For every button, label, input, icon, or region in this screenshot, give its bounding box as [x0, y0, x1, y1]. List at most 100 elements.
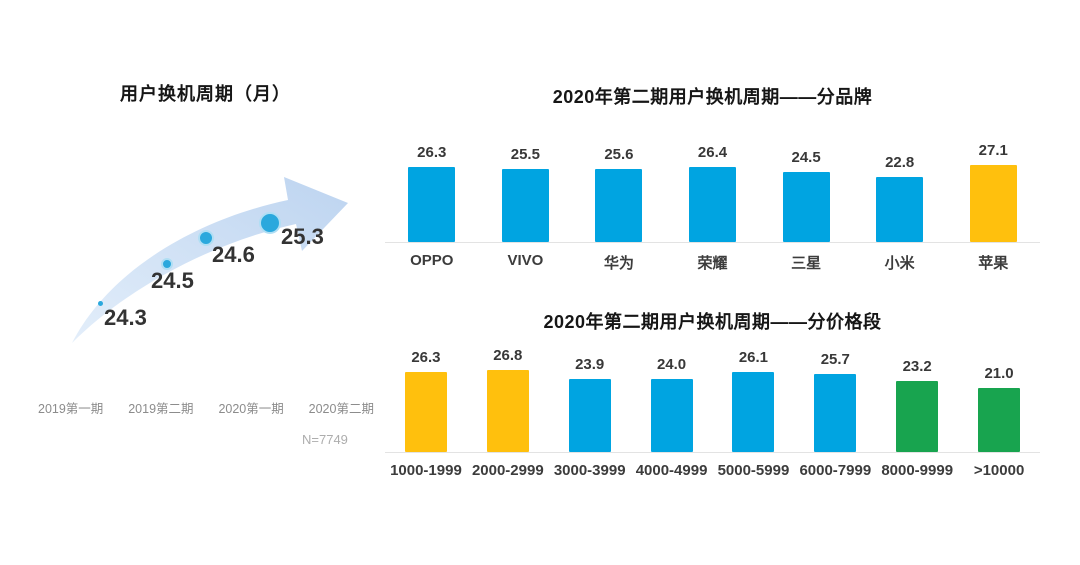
bar	[404, 372, 447, 452]
data-point-bubble	[259, 212, 281, 234]
trend-chart: 用户换机周期（月） 24.3 24.5 24.6 25.3 2019第一期 2019第…	[30, 80, 380, 480]
price-chart-title: 2020年第二期用户换机周期——分价格段	[543, 312, 882, 332]
trend-visualization: 24.3 24.5 24.6 25.3	[60, 165, 360, 355]
bar	[689, 167, 737, 242]
bar	[782, 172, 830, 242]
bar	[595, 169, 643, 242]
bar	[568, 379, 611, 452]
bar-column: 23.2 8000-9999	[876, 345, 958, 479]
bar-value-label: 21.0	[984, 365, 1014, 382]
price-chart-plot: 26.3 1000-1999 26.8 2000-2999 23.9 3000-3999 2…	[385, 345, 1040, 479]
trend-axis-label: 2019第一期	[38, 402, 104, 416]
bar	[732, 372, 775, 452]
bar-category-label: 5000-5999	[717, 462, 790, 479]
bar-stack: 24.5	[782, 130, 830, 242]
bar-value-label: 26.8	[493, 347, 523, 364]
bars-row: 26.3 1000-1999 26.8 2000-2999 23.9 3000-3999 2…	[385, 345, 1040, 479]
sample-size-label: N=7749	[302, 432, 348, 447]
trend-chart-title: 用户换机周期（月）	[120, 84, 291, 104]
bar-category-label: 2000-2999	[471, 462, 544, 479]
bar-category-label: 6000-7999	[799, 462, 872, 479]
bar-category-label: 荣耀	[697, 255, 728, 272]
bar-category-label: 华为	[603, 255, 634, 272]
data-point-value: 24.3	[104, 305, 147, 330]
data-point-value: 24.6	[212, 242, 255, 267]
bar	[501, 169, 549, 242]
bar-stack: 25.7	[814, 345, 857, 452]
bar-column: 21.0 >10000	[958, 345, 1040, 479]
bar-stack: 26.3	[408, 130, 456, 242]
data-point-bubble	[198, 230, 214, 246]
bar-stack: 26.1	[732, 345, 775, 452]
bar-stack: 24.0	[650, 345, 693, 452]
bar-category-label: VIVO	[507, 252, 544, 269]
bar-column: 26.3 1000-1999	[385, 345, 467, 479]
bar-value-label: 25.7	[820, 351, 850, 368]
trend-axis-label: 2020第二期	[308, 402, 374, 416]
data-point-bubble	[97, 300, 103, 306]
bar-category-label: 3000-3999	[553, 462, 626, 479]
trend-axis-label: 2019第二期	[128, 402, 194, 416]
bar-value-label: 24.0	[656, 356, 687, 373]
bar-stack: 25.6	[595, 130, 643, 242]
bar-value-label: 26.3	[411, 349, 441, 366]
bar-column: 26.3 OPPO	[385, 130, 479, 273]
axis-baseline	[385, 452, 1040, 453]
bar-category-label: 小米	[884, 255, 915, 272]
bar-stack: 26.8	[486, 345, 529, 452]
axis-baseline	[385, 242, 1040, 243]
bars-row: 26.3 OPPO 25.5 VIVO 25.6 华为 26.4 荣耀 24.5 三星 22.8 小米…	[385, 130, 1040, 273]
trend-x-axis: 2019第一期 2019第二期 2020第一期 2020第二期	[38, 398, 374, 417]
bar-category-label: 4000-4999	[635, 462, 708, 479]
data-point-bubble	[161, 258, 173, 270]
bar-stack: 23.9	[568, 345, 611, 452]
bar-column: 24.0 4000-4999	[631, 345, 713, 479]
bar-column: 27.1 苹果	[946, 130, 1040, 273]
bar-category-label: 8000-9999	[881, 462, 954, 479]
bar-column: 25.7 6000-7999	[794, 345, 876, 479]
bar-stack: 26.3	[404, 345, 447, 452]
bar-category-label: 三星	[791, 255, 822, 272]
bar-value-label: 27.1	[978, 142, 1008, 159]
bar-column: 22.8 小米	[853, 130, 947, 273]
bar-column: 26.4 荣耀	[666, 130, 760, 273]
bar-column: 26.1 5000-5999	[713, 345, 795, 479]
bar-value-label: 22.8	[885, 154, 915, 171]
bar-value-label: 26.3	[417, 144, 447, 161]
bar-category-label: OPPO	[410, 252, 454, 269]
bar	[486, 370, 529, 452]
bar-column: 23.9 3000-3999	[549, 345, 631, 479]
bar-value-label: 25.6	[604, 146, 634, 163]
bar-stack: 27.1	[969, 130, 1017, 242]
bar	[408, 167, 456, 242]
bar	[650, 379, 693, 452]
bar-value-label: 26.4	[697, 144, 728, 161]
bar-stack: 21.0	[978, 345, 1021, 452]
bar-column: 25.5 VIVO	[479, 130, 573, 273]
brand-chart-plot: 26.3 OPPO 25.5 VIVO 25.6 华为 26.4 荣耀 24.5 三星 22.8 小米…	[385, 130, 1040, 273]
bar	[876, 177, 924, 242]
bar-value-label: 23.2	[902, 358, 932, 375]
brand-chart-title: 2020年第二期用户换机周期——分品牌	[552, 87, 873, 107]
bar-stack: 22.8	[876, 130, 924, 242]
price-bar-chart: 2020年第二期用户换机周期——分价格段 26.3 1000-1999 26.8 20…	[385, 308, 1040, 479]
bar-value-label: 25.5	[510, 146, 540, 163]
bar-category-label: 苹果	[978, 255, 1009, 272]
brand-bar-chart: 2020年第二期用户换机周期——分品牌 26.3 OPPO 25.5 VIVO 25.6…	[385, 83, 1040, 272]
bar-category-label: >10000	[973, 462, 1025, 479]
bar	[814, 374, 857, 452]
trend-axis-label: 2020第一期	[218, 402, 284, 416]
data-point-value: 24.5	[151, 268, 194, 293]
bar-column: 26.8 2000-2999	[467, 345, 549, 479]
bar-value-label: 26.1	[738, 349, 769, 366]
bar-value-label: 24.5	[791, 149, 821, 166]
bar-column: 25.6 华为	[572, 130, 666, 273]
bar-stack: 26.4	[689, 130, 737, 242]
bar-stack: 23.2	[896, 345, 939, 452]
data-point-value: 25.3	[281, 224, 324, 249]
bar	[978, 388, 1021, 452]
bar-column: 24.5 三星	[759, 130, 853, 273]
bar-stack: 25.5	[501, 130, 549, 242]
bar-category-label: 1000-1999	[390, 462, 462, 479]
